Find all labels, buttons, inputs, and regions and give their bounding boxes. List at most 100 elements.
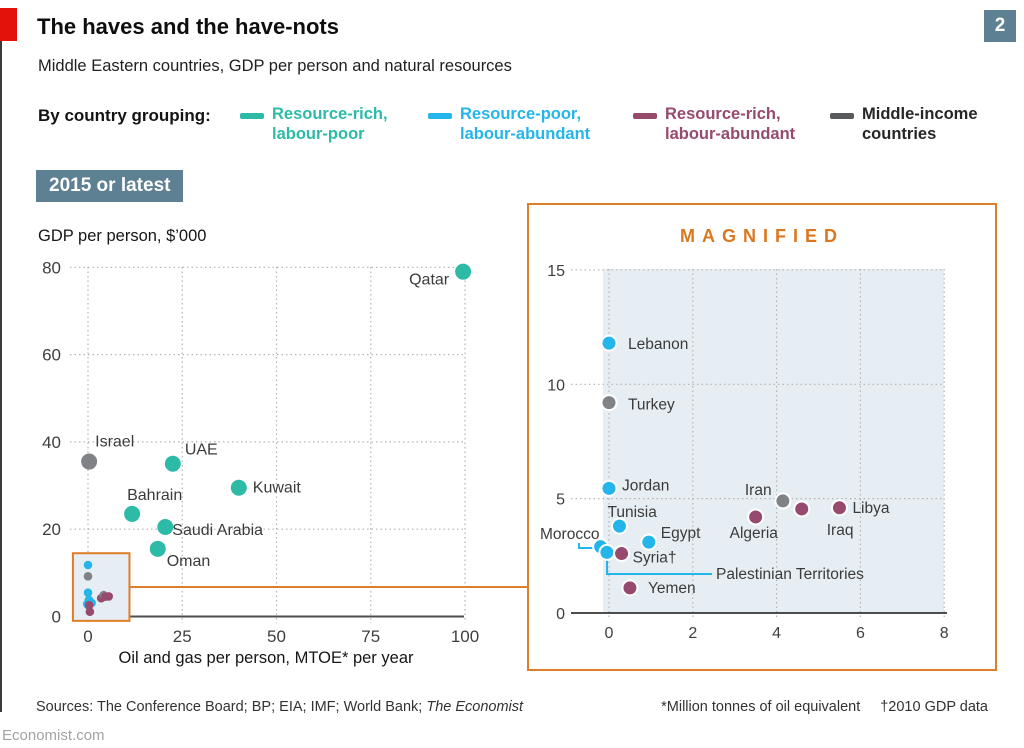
point-saudi-arabia xyxy=(157,519,174,536)
point-turkey xyxy=(600,394,618,412)
page-subtitle: Middle Eastern countries, GDP per person… xyxy=(38,57,512,75)
point-libya xyxy=(830,499,848,517)
point-label-iran: Iran xyxy=(745,482,772,499)
legend-item-resource-rich-labour-poor: Resource-rich, labour-poor xyxy=(240,104,388,144)
point-label-lebanon: Lebanon xyxy=(628,336,688,353)
point-syria xyxy=(613,545,631,563)
legend-item-resource-rich-labour-abundant: Resource-rich, labour-abundant xyxy=(633,104,795,144)
svg-text:50: 50 xyxy=(267,627,286,646)
point-label-morocco: Morocco xyxy=(540,526,599,543)
sources-text: Sources: The Conference Board; BP; EIA; … xyxy=(36,699,427,715)
point-algeria xyxy=(747,508,765,526)
palestinian-territories-connector-line xyxy=(606,560,712,575)
economist-url: Economist.com xyxy=(2,727,105,744)
legend-item-label: Resource-poor, labour-abundant xyxy=(460,105,591,143)
point-lebanon xyxy=(600,334,618,352)
point-label-bahrain: Bahrain xyxy=(127,487,182,504)
magnified-panel: 0 5 10 15 0 2 4 6 8 Lebanon Turkey Jordan Tunisia Mor… xyxy=(527,203,997,671)
point-tunisia xyxy=(610,517,628,535)
svg-text:0: 0 xyxy=(52,608,61,627)
svg-text:8: 8 xyxy=(940,625,949,642)
inset-point-libya xyxy=(104,592,114,601)
svg-text:4: 4 xyxy=(772,625,781,642)
sources-economist: The Economist xyxy=(426,699,524,715)
footnote-gdp: †2010 GDP data xyxy=(880,699,988,715)
legend-caption: By country grouping: xyxy=(38,106,211,125)
inset-point-yemen xyxy=(85,607,95,616)
point-label-algeria: Algeria xyxy=(730,525,779,542)
point-qatar xyxy=(455,263,472,280)
point-label-libya: Libya xyxy=(852,500,889,517)
legend-item-resource-poor-labour-abundant: Resource-poor, labour-abundant xyxy=(428,104,590,144)
svg-text:0: 0 xyxy=(83,627,92,646)
economist-red-tab xyxy=(0,8,17,41)
inset-point-syria xyxy=(84,600,94,610)
svg-text:0: 0 xyxy=(605,625,614,642)
magnified-plot-area xyxy=(603,269,944,613)
point-uae xyxy=(164,455,181,472)
page-title: The haves and the have-nots xyxy=(37,14,339,39)
legend-swatch-icon xyxy=(633,113,657,119)
inset-point-turkey xyxy=(83,572,93,581)
main-scatter-plot: 0 20 40 60 80 0 25 50 75 100 Qatar Israel UAE Bahrain… xyxy=(42,258,479,646)
legend-swatch-icon xyxy=(830,113,854,119)
left-rule xyxy=(0,8,2,712)
point-label-turkey: Turkey xyxy=(628,397,675,414)
inset-point-jordan xyxy=(83,588,93,598)
point-label-palestinian-territories: Palestinian Territories xyxy=(716,566,864,583)
point-label-oman: Oman xyxy=(167,553,211,570)
svg-text:80: 80 xyxy=(42,258,61,277)
svg-text:100: 100 xyxy=(451,627,479,646)
point-label-uae: UAE xyxy=(185,442,218,459)
point-label-saudi-arabia: Saudi Arabia xyxy=(172,522,263,539)
point-yemen xyxy=(621,579,639,597)
point-kuwait xyxy=(230,479,247,496)
point-label-yemen: Yemen xyxy=(648,580,696,597)
svg-text:5: 5 xyxy=(556,492,565,509)
svg-text:20: 20 xyxy=(42,520,61,539)
point-jordan xyxy=(600,479,618,497)
legend-item-label: Resource-rich, labour-abundant xyxy=(665,105,796,143)
point-iran xyxy=(774,492,792,510)
point-label-kuwait: Kuwait xyxy=(253,480,302,497)
point-label-tunisia: Tunisia xyxy=(607,504,657,521)
x-axis-title: Oil and gas per person, MTOE* per year xyxy=(118,649,414,667)
svg-text:6: 6 xyxy=(856,625,865,642)
svg-text:25: 25 xyxy=(173,627,192,646)
magnified-title: MAGNIFIED xyxy=(680,226,844,246)
sources-line: Sources: The Conference Board; BP; EIA; … xyxy=(36,699,523,715)
point-iraq xyxy=(793,500,811,518)
legend-item-middle-income: Middle-income countries xyxy=(830,104,978,144)
footnote-mtoe: *Million tonnes of oil equivalent xyxy=(661,699,861,715)
footnotes: *Million tonnes of oil equivalent †2010 G… xyxy=(661,699,988,715)
point-oman xyxy=(149,540,166,557)
point-palestinian-territories xyxy=(598,543,616,561)
inset-point-lebanon xyxy=(83,560,93,570)
point-label-israel: Israel xyxy=(95,434,134,451)
inset-zoom-box xyxy=(71,552,131,622)
point-label-jordan: Jordan xyxy=(622,477,669,494)
svg-text:15: 15 xyxy=(547,263,565,280)
svg-text:0: 0 xyxy=(556,606,565,623)
svg-text:60: 60 xyxy=(42,346,61,365)
svg-text:75: 75 xyxy=(361,627,380,646)
point-egypt xyxy=(640,533,658,551)
svg-text:40: 40 xyxy=(42,433,61,452)
magnified-scatter-plot: 0 5 10 15 0 2 4 6 8 Lebanon Turkey Jordan Tunisia Mor… xyxy=(540,263,949,642)
point-bahrain xyxy=(124,505,141,522)
chart-number-badge: 2 xyxy=(984,10,1016,42)
point-label-qatar: Qatar xyxy=(409,272,450,289)
point-label-syria: Syria† xyxy=(633,550,677,567)
y-axis-title: GDP per person, $’000 xyxy=(38,227,207,245)
point-israel xyxy=(81,453,98,470)
legend-item-label: Middle-income countries xyxy=(862,105,978,143)
legend-swatch-icon xyxy=(428,113,452,119)
legend-swatch-icon xyxy=(240,113,264,119)
magnifier-connector-line xyxy=(130,586,529,588)
time-period-badge: 2015 or latest xyxy=(36,170,184,202)
svg-text:10: 10 xyxy=(547,377,565,394)
morocco-connector-line xyxy=(578,543,597,549)
legend-item-label: Resource-rich, labour-poor xyxy=(272,105,388,143)
point-label-egypt: Egypt xyxy=(661,525,701,542)
